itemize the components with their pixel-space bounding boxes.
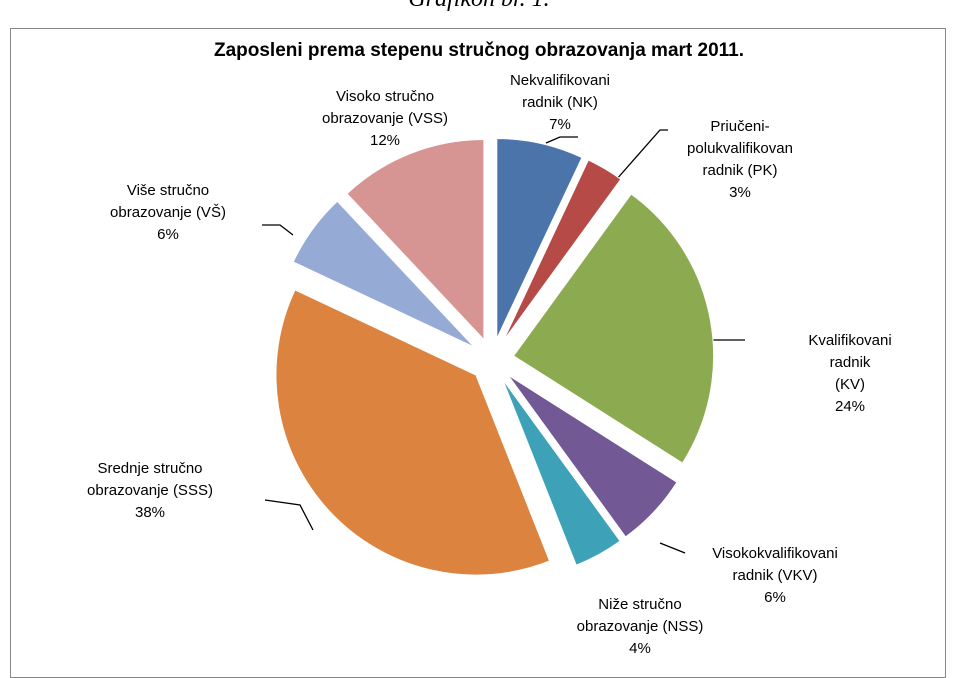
category-label: Kvalifikovani radnik (KV) [808,332,892,393]
caption: Grafikon br. 1. [0,0,958,13]
pie-slice [496,138,583,339]
pie-slice [292,200,475,348]
slice-label: Kvalifikovani radnik (KV) 24% [796,330,904,418]
category-label: Visoko stručno obrazovanje (VSS) [322,88,448,127]
pie-slice [275,289,551,576]
category-label: Više stručno obrazovanje (VŠ) [110,182,226,221]
chart-title: Zaposleni prema stepenu stručnog obrazov… [213,40,745,61]
slice-label: Visokokvalifikovani radnik (VKV) 6% [712,543,838,609]
category-label: Nekvalifikovani radnik (NK) [509,72,611,111]
pie-slice [512,193,715,464]
value-label: 38% [134,504,166,521]
value-label: 12% [369,132,401,149]
pie-slice [507,374,678,538]
pie-slice [502,378,621,566]
slice-label: Visoko stručno obrazovanje (VSS) 12% [322,86,448,152]
leader-lines [262,129,745,554]
value-label: 24% [834,398,866,415]
category-label: Srednje stručno obrazovanje (SSS) [87,460,213,499]
slice-label: Priučeni- polukvalifikovan radnik (PK) 3% [687,116,793,204]
value-label: 6% [764,589,786,606]
pie-slice [502,159,622,342]
pie-slice [346,139,485,341]
category-label: Niže stručno obrazovanje (NSS) [576,596,704,635]
slice-label: Više stručno obrazovanje (VŠ) 6% [110,180,226,246]
slice-label: Srednje stručno obrazovanje (SSS) 38% [87,458,213,524]
category-label: Priučeni- polukvalifikovan radnik (PK) [687,118,793,179]
slice-label: Nekvalifikovani radnik (NK) 7% [510,70,610,136]
value-label: 7% [549,116,571,133]
slice-label: Niže stručno obrazovanje (NSS) 4% [577,594,704,660]
value-label: 3% [729,184,751,201]
category-label: Visokokvalifikovani radnik (VKV) [712,545,838,584]
value-label: 4% [629,640,651,657]
value-label: 6% [157,226,179,243]
